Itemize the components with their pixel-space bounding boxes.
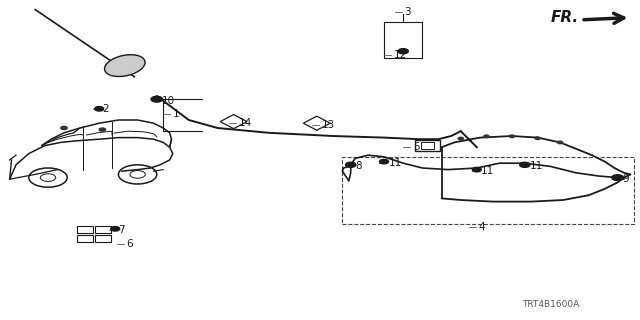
Text: 12: 12: [394, 50, 407, 60]
Text: 1: 1: [173, 108, 179, 119]
Text: 11: 11: [481, 166, 495, 176]
Bar: [342, 157, 634, 224]
Text: 8: 8: [355, 161, 362, 171]
Circle shape: [111, 227, 120, 231]
Circle shape: [346, 162, 356, 167]
Text: 5: 5: [413, 142, 419, 152]
Text: 14: 14: [239, 118, 252, 128]
Circle shape: [458, 137, 463, 140]
Circle shape: [398, 49, 408, 54]
Text: 11: 11: [388, 157, 402, 168]
Text: 6: 6: [127, 239, 133, 250]
Circle shape: [520, 162, 530, 167]
Circle shape: [95, 107, 104, 111]
Circle shape: [557, 141, 563, 144]
Bar: [77, 226, 93, 233]
Bar: [421, 142, 434, 149]
Text: FR.: FR.: [551, 10, 579, 25]
Ellipse shape: [104, 55, 145, 76]
Text: 3: 3: [404, 7, 411, 17]
Text: 9: 9: [622, 174, 628, 184]
Text: 10: 10: [162, 96, 175, 107]
Bar: [77, 235, 93, 242]
Text: 2: 2: [102, 104, 109, 114]
Circle shape: [151, 96, 163, 102]
Text: 11: 11: [530, 161, 543, 172]
Text: TRT4B1600A: TRT4B1600A: [522, 300, 579, 309]
Circle shape: [380, 159, 388, 164]
Text: 7: 7: [118, 225, 125, 235]
Circle shape: [535, 137, 540, 140]
Text: 4: 4: [479, 221, 485, 232]
Circle shape: [472, 167, 481, 172]
Bar: [95, 226, 111, 233]
Circle shape: [509, 135, 515, 138]
Circle shape: [612, 175, 623, 180]
Text: 13: 13: [322, 120, 335, 130]
Circle shape: [484, 135, 489, 138]
Circle shape: [61, 126, 67, 130]
Bar: [95, 235, 111, 242]
Circle shape: [99, 128, 106, 131]
Bar: [415, 140, 440, 151]
